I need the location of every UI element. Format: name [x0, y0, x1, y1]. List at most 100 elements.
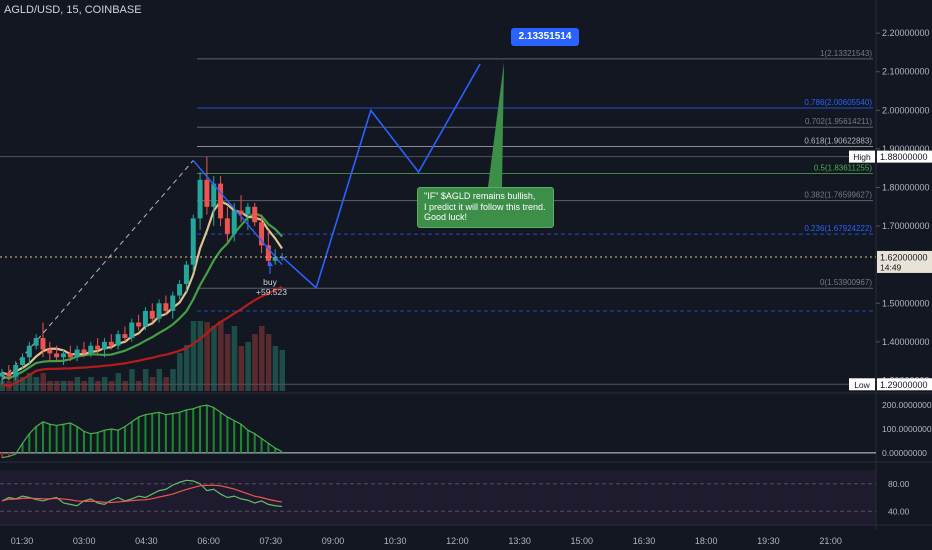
- y-tick-label: 1.90000000: [882, 144, 930, 154]
- candle-body: [74, 349, 80, 358]
- candle-body: [259, 222, 265, 246]
- callout-line-1: "IF" $AGLD remains bullish,: [424, 191, 536, 201]
- price-tag-value-low: 1.29000000: [880, 380, 928, 390]
- x-tick-label: 21:00: [819, 536, 842, 546]
- volume-bar: [81, 381, 87, 391]
- candle-body: [26, 345, 32, 358]
- candle: [54, 345, 60, 362]
- rsi-signal-line: [1, 484, 283, 504]
- fib-label-0.702: 0.702(1.95614211): [805, 117, 872, 126]
- rsi-tick-label: 80.00: [888, 479, 910, 489]
- y-tick-label: 1.70000000: [882, 221, 930, 231]
- candle-body: [183, 264, 189, 284]
- volume-bar: [224, 334, 231, 391]
- drop-line: [192, 160, 283, 266]
- candle: [163, 295, 169, 315]
- volume-bar: [259, 326, 265, 391]
- ma-slow-line: [1, 285, 283, 388]
- candle: [115, 330, 121, 350]
- candle-body: [101, 341, 107, 350]
- rsi-band: [0, 470, 876, 525]
- candle: [101, 337, 107, 358]
- y-tick-label: 1.50000000: [882, 298, 930, 308]
- candle: [177, 280, 183, 300]
- candle: [108, 334, 114, 350]
- symbol-title: AGLD/USD, 15, COINBASE: [4, 4, 142, 16]
- candle-body: [224, 218, 230, 234]
- candle: [74, 345, 80, 362]
- candle-body: [245, 206, 251, 215]
- volume-bar: [40, 373, 46, 391]
- volume-bar: [67, 381, 74, 391]
- candle: [13, 361, 19, 381]
- candle: [197, 172, 203, 230]
- candle-body: [163, 303, 169, 311]
- volume-bar: [279, 350, 286, 391]
- volume-bar: [108, 381, 115, 391]
- volume-bar: [60, 381, 67, 391]
- candle: [33, 334, 39, 350]
- price-tag-value-high: 1.88000000: [880, 152, 928, 162]
- volume-bar: [136, 381, 142, 391]
- x-tick-label: 06:00: [197, 536, 220, 546]
- volume-bar: [129, 369, 135, 391]
- projection-path: [281, 63, 481, 290]
- candle-body: [115, 334, 121, 346]
- price-tag-name-high: High: [853, 152, 871, 162]
- candle: [81, 341, 87, 358]
- candle-body: [40, 337, 46, 350]
- candle: [204, 156, 210, 215]
- candle-body: [218, 183, 224, 219]
- candle-body: [211, 183, 217, 207]
- candle-body: [136, 322, 142, 327]
- x-tick-label: 09:00: [322, 536, 345, 546]
- candle-body: [231, 210, 237, 234]
- buy-label: buy: [263, 277, 277, 287]
- target-price-label: 2.13351514: [511, 28, 579, 46]
- volume-bar: [265, 334, 272, 391]
- volume-bar: [183, 345, 190, 391]
- y-tick-label: 2.20000000: [882, 28, 930, 38]
- candle: [190, 214, 196, 273]
- volume-bar: [115, 373, 122, 391]
- x-tick-label: 04:30: [135, 536, 158, 546]
- callout-pointer: [488, 62, 504, 187]
- callout-line-3: Good luck!: [424, 212, 468, 222]
- fib-label-0.236: 0.236(1.67924222): [804, 224, 872, 233]
- x-tick-label: 18:00: [695, 536, 718, 546]
- candle-body: [170, 295, 176, 311]
- candle-body: [95, 345, 101, 350]
- candle: [136, 314, 142, 331]
- price-tag-name-box: [849, 378, 875, 391]
- x-tick-label: 15:00: [571, 536, 594, 546]
- rsi-tick-label: 40.00: [888, 506, 910, 516]
- x-tick-label: 10:30: [384, 536, 407, 546]
- candle-body: [0, 372, 5, 377]
- price-tag-high: [877, 150, 932, 163]
- y-tick-label: 2.10000000: [882, 67, 930, 77]
- fib-label-0: 0(1.53900967): [820, 278, 872, 287]
- volume-bar: [170, 369, 176, 391]
- x-tick-label: 12:00: [446, 536, 469, 546]
- x-tick-label: 13:30: [508, 536, 531, 546]
- x-tick-label: 19:30: [757, 536, 780, 546]
- y-tick-label: 1.40000000: [882, 337, 930, 347]
- candle: [19, 353, 25, 369]
- volume-bar: [54, 381, 60, 391]
- volume-bar: [156, 369, 163, 391]
- candle-body: [33, 337, 39, 346]
- candle: [149, 303, 155, 323]
- candle-body: [13, 364, 19, 377]
- candle: [95, 337, 101, 354]
- candle: [47, 341, 53, 362]
- volume-bar: [204, 322, 210, 391]
- volume-bar: [95, 381, 101, 391]
- price-tag-value-last: 1.62000000: [880, 252, 928, 262]
- candle: [156, 299, 162, 323]
- candle: [129, 318, 135, 342]
- buy-arrow-head: [267, 261, 273, 266]
- candle: [252, 202, 258, 227]
- volume-bar: [245, 342, 251, 391]
